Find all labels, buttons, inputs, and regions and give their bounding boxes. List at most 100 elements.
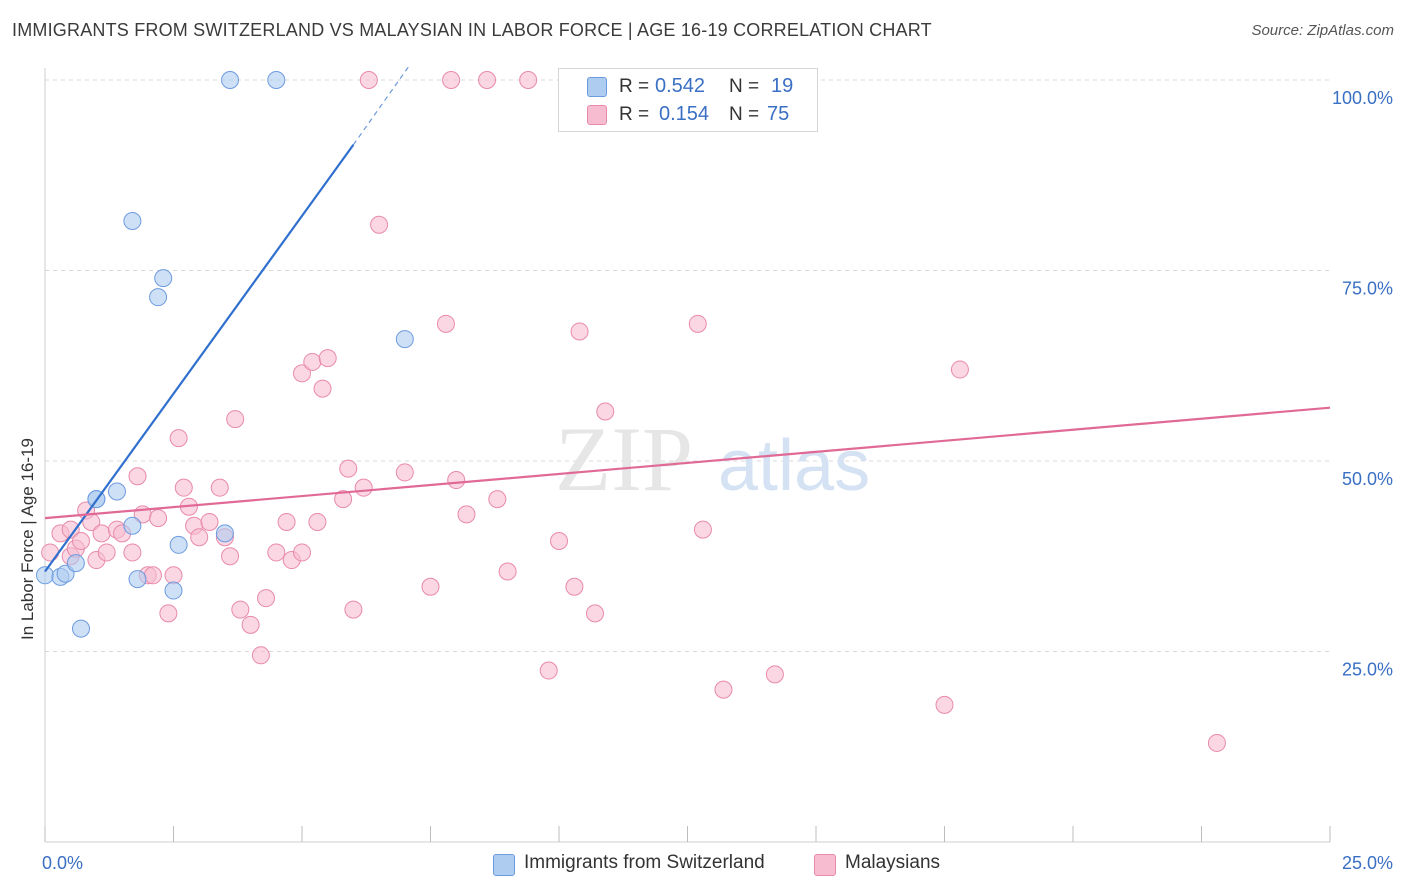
malaysians-point-21 [169, 429, 188, 448]
axes [44, 68, 1331, 843]
switzerland-point-11 [149, 288, 168, 307]
malaysians-point-0 [41, 543, 60, 562]
switzerland-trend-extension [352, 64, 411, 146]
watermark: ZIP atlas [555, 408, 870, 510]
malaysians-trend-line [44, 406, 1331, 520]
malaysians-point-71 [950, 360, 969, 379]
switzerland-point-4 [71, 619, 90, 638]
malaysians-point-30 [226, 410, 245, 429]
malaysians-point-14 [128, 467, 147, 486]
bottom-legend-swatch-blue [493, 854, 515, 876]
legend-swatch-blue [587, 77, 607, 97]
malaysians-point-74 [359, 71, 378, 89]
legend-r-label-pink: R = [619, 104, 650, 125]
malaysians-points [41, 71, 1226, 752]
malaysians-point-55 [478, 71, 497, 89]
legend-r-label-blue: R = [619, 76, 650, 97]
x-tick-label-max: 25.0% [1342, 853, 1393, 873]
malaysians-point-70 [935, 695, 954, 714]
switzerland-trend-line [44, 144, 355, 573]
chart-title: IMMIGRANTS FROM SWITZERLAND VS MALAYSIAN… [12, 20, 932, 40]
malaysians-point-31 [231, 600, 250, 619]
malaysians-point-47 [354, 478, 373, 497]
malaysians-point-66 [693, 520, 712, 539]
malaysians-point-18 [149, 509, 168, 528]
switzerland-point-17 [267, 71, 286, 89]
malaysians-point-51 [436, 314, 455, 333]
y-tick-label-75: 75.0% [1342, 279, 1393, 299]
bottom-legend-malaysians: Malaysians [845, 852, 941, 873]
malaysians-point-68 [765, 665, 784, 684]
malaysians-point-39 [293, 364, 311, 383]
malaysians-point-33 [251, 646, 270, 665]
malaysians-point-60 [550, 532, 568, 551]
malaysians-point-22 [174, 478, 193, 497]
malaysians-point-65 [688, 314, 707, 333]
switzerland-point-13 [164, 581, 183, 600]
malaysians-point-48 [370, 215, 389, 234]
malaysians-point-46 [344, 600, 363, 619]
switzerland-point-7 [107, 482, 126, 501]
malaysians-point-50 [421, 577, 440, 596]
malaysians-point-17 [143, 566, 162, 585]
malaysians-point-62 [570, 322, 589, 341]
malaysians-point-64 [596, 402, 615, 421]
switzerland-point-12 [154, 269, 173, 288]
malaysians-point-52 [442, 71, 461, 89]
malaysians-point-57 [498, 562, 517, 581]
malaysians-point-59 [539, 661, 558, 680]
source-label: Source: ZipAtlas.com [1251, 22, 1394, 39]
switzerland-point-14 [169, 535, 188, 554]
malaysians-point-63 [585, 604, 604, 623]
malaysians-point-41 [308, 512, 327, 531]
switzerland-point-10 [123, 211, 142, 230]
malaysians-point-44 [334, 490, 353, 509]
malaysians-point-43 [318, 349, 337, 368]
malaysians-point-40 [303, 352, 322, 371]
bottom-legend-switzerland: Immigrants from Switzerland [524, 852, 765, 873]
malaysians-point-13 [123, 543, 142, 562]
legend-r-value-blue: 0.542 [655, 75, 706, 97]
malaysians-point-20 [164, 566, 183, 585]
switzerland-point-15 [215, 524, 234, 543]
trend-lines [44, 64, 1331, 573]
malaysians-point-58 [519, 71, 538, 89]
malaysians-point-45 [339, 459, 358, 478]
malaysians-point-67 [714, 680, 733, 699]
legend-n-value-pink: 75 [767, 103, 790, 125]
legend-r-value-pink: 0.154 [659, 103, 710, 125]
malaysians-point-53 [447, 471, 466, 490]
malaysians-point-42 [313, 379, 332, 398]
malaysians-point-36 [277, 512, 296, 531]
malaysians-point-9 [92, 524, 111, 543]
malaysians-point-2 [61, 520, 80, 539]
malaysians-point-26 [200, 512, 219, 531]
y-tick-label-100: 100.0% [1332, 88, 1393, 108]
malaysians-point-25 [190, 528, 209, 547]
malaysians-point-5 [71, 532, 90, 551]
watermark-zip: ZIP [555, 408, 693, 510]
malaysians-point-32 [241, 615, 260, 634]
switzerland-point-18 [395, 330, 414, 349]
malaysians-point-72 [1207, 733, 1226, 752]
malaysians-point-54 [457, 505, 476, 524]
switzerland-point-16 [221, 71, 240, 89]
switzerland-point-8 [123, 516, 142, 535]
malaysians-point-34 [257, 589, 276, 608]
bottom-legend-swatch-pink [814, 854, 836, 876]
x-tick-label-min: 0.0% [42, 853, 83, 873]
legend-n-label-pink: N = [729, 104, 760, 125]
switzerland-point-0 [36, 566, 54, 585]
tick-labels: 25.0% 50.0% 75.0% 100.0% 0.0% 25.0% [42, 88, 1393, 873]
malaysians-point-35 [267, 543, 286, 562]
malaysians-point-38 [293, 543, 311, 562]
y-tick-label-25: 25.0% [1342, 660, 1393, 680]
y-axis-label: In Labor Force | Age 16-19 [18, 438, 37, 640]
malaysians-point-29 [221, 547, 240, 566]
legend-n-value-blue: 19 [771, 75, 794, 97]
malaysians-point-19 [159, 604, 178, 623]
malaysians-point-56 [488, 490, 507, 509]
malaysians-point-61 [565, 577, 584, 596]
malaysians-point-49 [395, 463, 414, 482]
